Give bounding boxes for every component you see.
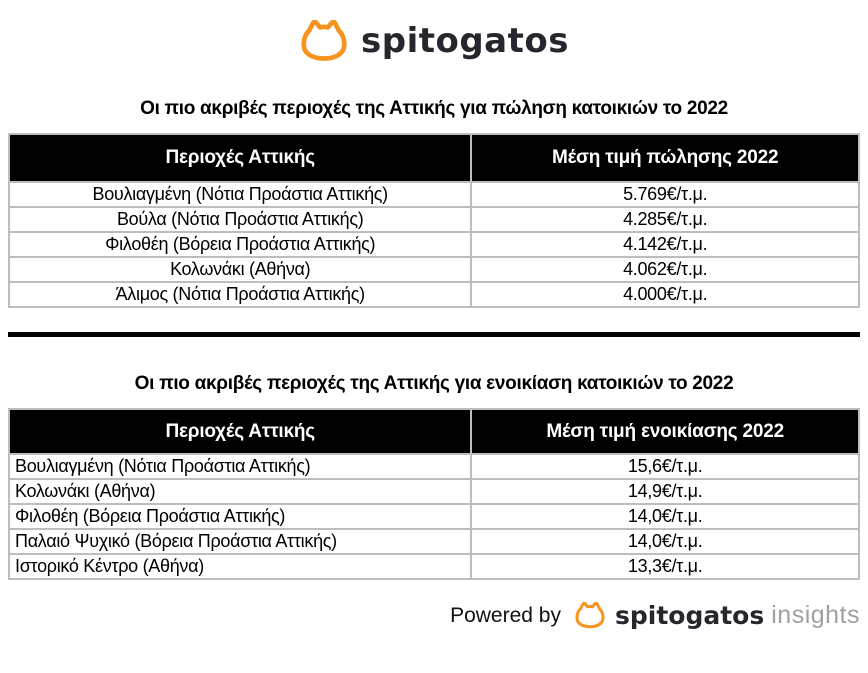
area-cell: Κολωνάκι (Αθήνα): [7, 256, 473, 283]
area-cell: Φιλοθέη (Βόρεια Προάστια Αττικής): [7, 503, 473, 530]
table-row: Φιλοθέη (Βόρεια Προάστια Αττικής) 14,0€/…: [7, 503, 860, 530]
cat-outline-path: [575, 602, 605, 629]
sale-header-price: Μέση τιμή πώλησης 2022: [470, 133, 860, 183]
price-cell: 13,3€/τ.μ.: [470, 553, 860, 580]
sale-table-header-row: Περιοχές Αττικής Μέση τιμή πώλησης 2022: [7, 133, 860, 183]
rent-header-price: Μέση τιμή ενοικίασης 2022: [470, 408, 860, 455]
rent-table-header-row: Περιοχές Αττικής Μέση τιμή ενοικίασης 20…: [7, 408, 860, 455]
table-row: Παλαιό Ψυχικό (Βόρεια Προάστια Αττικής) …: [7, 528, 860, 555]
table-row: Άλιμος (Νότια Προάστια Αττικής) 4.000€/τ…: [7, 281, 860, 308]
price-cell: 14,0€/τ.μ.: [470, 503, 860, 530]
price-cell: 4.142€/τ.μ.: [470, 231, 860, 258]
table-row: Βουλιαγμένη (Νότια Προάστια Αττικής) 15,…: [7, 453, 860, 480]
area-cell: Βουλιαγμένη (Νότια Προάστια Αττικής): [7, 453, 473, 480]
price-cell: 15,6€/τ.μ.: [470, 453, 860, 480]
price-cell: 14,9€/τ.μ.: [470, 478, 860, 505]
area-cell: Παλαιό Ψυχικό (Βόρεια Προάστια Αττικής): [7, 528, 473, 555]
footer-brand-wordmark: spitogatos: [614, 601, 765, 630]
price-cell: 5.769€/τ.μ.: [470, 181, 860, 208]
rent-price-table: Περιοχές Αττικής Μέση τιμή ενοικίασης 20…: [7, 408, 860, 580]
powered-by-label: Powered by: [450, 603, 561, 627]
rent-header-area: Περιοχές Αττικής: [7, 408, 473, 455]
table-row: Κολωνάκι (Αθήνα) 4.062€/τ.μ.: [7, 256, 860, 283]
brand-wordmark: spitogatos: [361, 21, 569, 61]
table-row: Βούλα (Νότια Προάστια Αττικής) 4.285€/τ.…: [7, 206, 860, 233]
price-cell: 14,0€/τ.μ.: [470, 528, 860, 555]
spitogatos-cat-icon: [301, 20, 347, 61]
area-cell: Βουλιαγμένη (Νότια Προάστια Αττικής): [7, 181, 473, 208]
sale-header-area: Περιοχές Αττικής: [7, 133, 473, 183]
price-cell: 4.062€/τ.μ.: [470, 256, 860, 283]
table-row: Ιστορικό Κέντρο (Αθήνα) 13,3€/τ.μ.: [7, 553, 860, 580]
table-row: Βουλιαγμένη (Νότια Προάστια Αττικής) 5.7…: [7, 181, 860, 208]
rent-section-title: Οι πιο ακριβές περιοχές της Αττικής για …: [134, 373, 734, 394]
area-cell: Ιστορικό Κέντρο (Αθήνα): [7, 553, 473, 580]
area-cell: Φιλοθέη (Βόρεια Προάστια Αττικής): [7, 231, 473, 258]
sale-section-title: Οι πιο ακριβές περιοχές της Αττικής για …: [140, 98, 728, 119]
sale-price-table: Περιοχές Αττικής Μέση τιμή πώλησης 2022 …: [7, 133, 860, 308]
spitogatos-cat-icon: [575, 602, 605, 629]
section-divider: [8, 332, 860, 337]
area-cell: Άλιμος (Νότια Προάστια Αττικής): [7, 281, 473, 308]
footer: Powered by spitogatos insights: [8, 601, 860, 630]
area-cell: Βούλα (Νότια Προάστια Αττικής): [7, 206, 473, 233]
footer-insights-label: insights: [771, 601, 860, 629]
price-cell: 4.000€/τ.μ.: [470, 281, 860, 308]
price-cell: 4.285€/τ.μ.: [470, 206, 860, 233]
table-row: Κολωνάκι (Αθήνα) 14,9€/τ.μ.: [7, 478, 860, 505]
area-cell: Κολωνάκι (Αθήνα): [7, 478, 473, 505]
brand-logo: spitogatos: [0, 0, 868, 66]
cat-outline-path: [301, 20, 347, 61]
table-row: Φιλοθέη (Βόρεια Προάστια Αττικής) 4.142€…: [7, 231, 860, 258]
